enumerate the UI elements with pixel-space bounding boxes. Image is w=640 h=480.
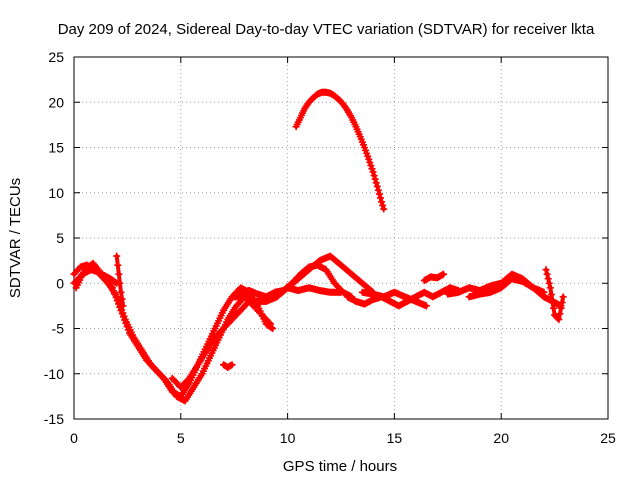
x-tick-label: 20 (493, 430, 509, 446)
data-point (337, 288, 345, 296)
y-tick-label: 10 (48, 185, 64, 201)
data-point (228, 361, 236, 369)
data-point (369, 168, 377, 176)
data-point (556, 310, 564, 318)
tick-marks (73, 56, 609, 420)
data-point (550, 304, 558, 312)
data-point (367, 162, 375, 170)
data-point (116, 279, 124, 287)
data-point (548, 297, 556, 305)
data-point (543, 270, 551, 278)
data-point (370, 172, 378, 180)
data-point (368, 165, 376, 173)
series-arc3 (72, 259, 121, 292)
data-point (377, 194, 385, 202)
data-point (422, 302, 430, 310)
data-point (378, 198, 386, 206)
data-point (118, 306, 126, 314)
data-point (269, 325, 277, 332)
data-point (265, 319, 273, 327)
y-tick-label: -10 (44, 366, 64, 382)
data-point (557, 304, 565, 312)
x-tick-label: 25 (600, 430, 616, 446)
data-point (120, 312, 128, 320)
series-arc13 (420, 270, 448, 285)
y-tick-labels: -15 -10 -5 0 5 10 15 20 25 (44, 49, 64, 427)
y-tick-label: 25 (48, 49, 64, 65)
data-point (267, 320, 275, 328)
data-point (545, 279, 553, 287)
x-tick-labels: 0 5 10 15 20 25 (70, 430, 616, 446)
data-point (559, 293, 567, 301)
series-line (294, 90, 386, 212)
data-point (119, 302, 127, 310)
y-axis-label: SDTVAR / TECUs (7, 178, 24, 298)
data-point (115, 270, 123, 278)
data-point (558, 298, 566, 306)
data-point (373, 182, 381, 190)
data-point (555, 315, 563, 323)
x-axis-label: GPS time / hours (283, 458, 397, 475)
data-point (544, 275, 552, 283)
series-arc16 (542, 266, 567, 323)
data-point (117, 288, 125, 296)
x-tick-label: 10 (280, 430, 296, 446)
data-point (114, 261, 122, 269)
data-point (113, 252, 121, 260)
data-point (372, 179, 380, 187)
series-arc12 (358, 288, 430, 310)
data-point (547, 291, 555, 299)
y-tick-label: 0 (56, 275, 64, 291)
x-tick-label: 15 (387, 430, 403, 446)
data-point (374, 186, 382, 194)
series-layer (70, 88, 567, 405)
y-tick-label: -15 (44, 411, 64, 427)
data-point (113, 293, 121, 301)
data-point (365, 155, 373, 163)
data-point (542, 266, 550, 274)
data-point (118, 295, 126, 303)
series-arc5 (168, 297, 253, 391)
data-point (379, 201, 387, 209)
data-point (380, 205, 388, 213)
series-arc4 (113, 252, 127, 310)
y-tick-label: 15 (48, 140, 64, 156)
y-tick-label: 20 (48, 94, 64, 110)
data-point (371, 175, 379, 183)
y-tick-label: 5 (56, 230, 64, 246)
series-arc9 (284, 284, 345, 296)
data-point (440, 270, 448, 278)
data-point (375, 190, 383, 198)
series-arc6 (220, 361, 236, 371)
chart-title: Day 209 of 2024, Sidereal Day-to-day VTE… (58, 21, 595, 38)
x-tick-label: 0 (70, 430, 78, 446)
data-point (554, 314, 562, 322)
data-point (119, 309, 127, 317)
data-point (546, 284, 554, 292)
y-tick-label: -5 (52, 321, 65, 337)
data-point (366, 158, 374, 166)
x-tick-label: 5 (177, 430, 185, 446)
series-arc10 (292, 88, 388, 213)
